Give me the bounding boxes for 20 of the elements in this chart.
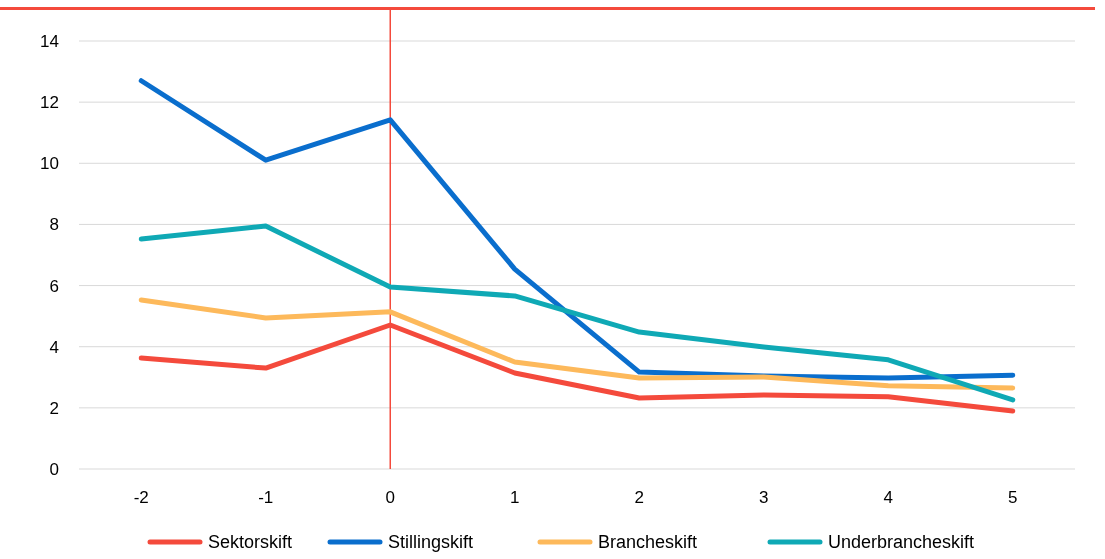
- legend-label: Stillingskift: [388, 532, 474, 553]
- x-tick-label: 3: [759, 487, 769, 507]
- y-tick-label: 12: [40, 93, 59, 113]
- x-tick-label: 5: [1008, 487, 1018, 507]
- legend-label: Sektorskift: [208, 532, 293, 553]
- y-tick-label: 4: [49, 337, 59, 357]
- x-tick-label: -2: [133, 487, 149, 507]
- legend-label: Underbrancheskift: [828, 532, 975, 553]
- x-tick-label: -1: [258, 487, 274, 507]
- x-tick-label: 0: [385, 487, 395, 507]
- y-tick-label: 0: [49, 459, 59, 479]
- y-tick-label: 14: [40, 31, 59, 51]
- legend-label: Brancheskift: [598, 532, 698, 553]
- y-tick-label: 10: [40, 154, 59, 174]
- x-tick-label: 2: [634, 487, 644, 507]
- y-tick-label: 8: [49, 215, 59, 235]
- x-tick-label: 4: [883, 487, 893, 507]
- x-tick-label: 1: [510, 487, 520, 507]
- y-tick-label: 6: [49, 276, 59, 296]
- y-tick-label: 2: [49, 398, 59, 418]
